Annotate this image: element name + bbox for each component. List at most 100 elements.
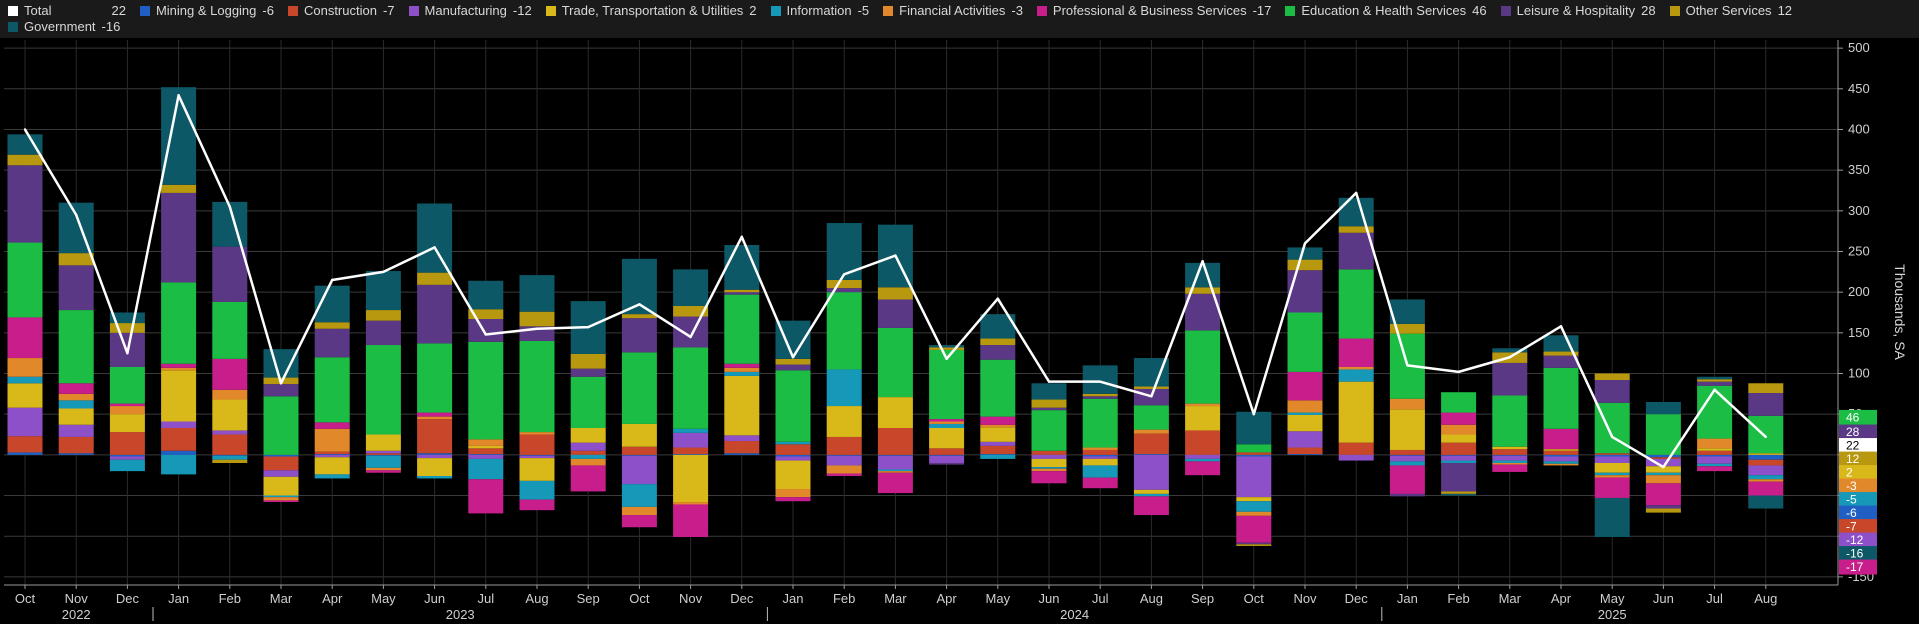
legend-value: 2 — [749, 3, 757, 18]
bar-segment-professional-and-business-services — [314, 422, 350, 429]
bar-segment-education-and-health-services — [1082, 398, 1118, 448]
bar-segment-education-and-health-services — [58, 310, 94, 384]
bar-segment-government — [1697, 376, 1733, 380]
bar-segment-trade-transportation-and-utilities — [365, 434, 401, 451]
bar-segment-education-and-health-services — [1441, 392, 1477, 413]
bar-segment-financial-activities — [1441, 424, 1477, 435]
y-tick-label: 150 — [1848, 325, 1870, 340]
last-value-box-bg — [1839, 546, 1877, 562]
bar-segment-mining-and-logging — [1441, 454, 1477, 456]
bar-segment-information — [1645, 472, 1681, 476]
bar-segment-financial-activities — [1697, 438, 1733, 449]
bar-segment-mining-and-logging — [519, 454, 555, 456]
x-tick-label: Sep — [1191, 591, 1214, 606]
bar-segment-information — [1031, 467, 1067, 469]
legend-item-financial-activities: Financial Activities -3 — [883, 3, 1023, 18]
x-tick-label: Mar — [270, 591, 293, 606]
bar-segment-financial-activities — [365, 467, 401, 471]
bar-segment-other-services — [570, 353, 606, 369]
bar-segment-information — [673, 428, 709, 433]
bar-segment-education-and-health-services — [519, 340, 555, 433]
bar-segment-construction — [1236, 452, 1272, 455]
last-value-box-label: -7 — [1846, 520, 1857, 534]
bar-segment-financial-activities — [1594, 475, 1630, 478]
bar-segment-construction — [7, 436, 43, 453]
last-value-box-bg — [1839, 438, 1877, 454]
legend-row-1: Total 22 Mining & Logging -6 Construction -7 M… — [8, 3, 1806, 18]
bar-segment-mining-and-logging — [1133, 454, 1169, 455]
bar-segment-mining-and-logging — [1389, 454, 1425, 456]
last-value-box-label: -5 — [1846, 493, 1857, 507]
total-point — [1406, 364, 1409, 367]
last-value-box-bg — [1839, 478, 1877, 494]
bar-segment-professional-and-business-services — [1697, 466, 1733, 472]
legend-label: Manufacturing — [424, 3, 507, 18]
last-value-box-total: 22 — [1839, 438, 1877, 454]
bar-segment-construction — [1594, 453, 1630, 455]
bar-segment-mining-and-logging — [1236, 454, 1272, 457]
total-point — [126, 351, 129, 355]
last-value-box-bg — [1839, 559, 1877, 575]
bar-segment-mining-and-logging — [1594, 454, 1630, 457]
bar-segment-other-services — [1645, 508, 1681, 513]
x-year-label: 2025 — [1598, 607, 1627, 622]
bar-segment-education-and-health-services — [161, 282, 197, 364]
bar-segment-information — [877, 469, 913, 472]
bar-segment-mining-and-logging — [1287, 454, 1323, 455]
bar-segment-construction — [570, 450, 606, 455]
bar-segment-other-services — [314, 322, 350, 329]
legend-label: Government — [24, 19, 96, 34]
last-value-box-trade-transportation-and-utilities: 2 — [1839, 465, 1877, 481]
bar-segment-education-and-health-services — [980, 359, 1016, 417]
bar-segment-financial-activities — [109, 406, 145, 415]
total-point — [1252, 412, 1256, 416]
total-point — [433, 246, 436, 249]
bar-segment-construction — [1748, 459, 1784, 466]
bar-segment-information — [1133, 493, 1169, 497]
bar-segment-information — [314, 474, 350, 479]
legend-swatch — [1500, 5, 1511, 16]
total-point — [689, 335, 692, 339]
legend-swatch — [1669, 5, 1680, 16]
bar-segment-government — [468, 280, 504, 310]
bar-segment-other-services — [58, 253, 94, 266]
bar-segment-mining-and-logging — [877, 454, 913, 456]
y-tick-label: 500 — [1848, 40, 1870, 55]
bar-segment-trade-transportation-and-utilities — [980, 427, 1016, 442]
bar-segment-professional-and-business-services — [1236, 515, 1272, 543]
bar-segment-manufacturing — [161, 421, 197, 429]
legend-value: 12 — [1777, 3, 1793, 18]
bar-segment-other-services — [7, 154, 43, 166]
bar-segment-leisure-and-hospitality — [161, 192, 197, 283]
bar-segment-manufacturing — [1287, 431, 1323, 448]
x-tick-label: Feb — [833, 591, 855, 606]
bar-segment-trade-transportation-and-utilities — [1594, 462, 1630, 473]
bar-segment-other-services — [980, 338, 1016, 346]
bar-segment-leisure-and-hospitality — [724, 292, 760, 295]
bar-segment-education-and-health-services — [1133, 405, 1169, 430]
bar-segment-trade-transportation-and-utilities — [109, 414, 145, 433]
bar-segment-professional-and-business-services — [775, 497, 811, 502]
bar-segment-financial-activities — [1389, 398, 1425, 410]
bar-segment-leisure-and-hospitality — [1645, 505, 1681, 509]
bar-segment-education-and-health-services — [929, 349, 965, 420]
legend-value: -7 — [382, 3, 395, 18]
bar-segment-information — [570, 454, 606, 459]
total-point — [228, 205, 231, 208]
legend-swatch — [408, 5, 419, 16]
total-point — [1457, 370, 1460, 374]
y-tick-label: 200 — [1848, 284, 1870, 299]
bar-segment-government — [1287, 247, 1323, 260]
bar-segment-other-services — [417, 272, 453, 285]
last-value-box-label: 12 — [1846, 452, 1860, 466]
bar-segment-trade-transportation-and-utilities — [826, 406, 862, 437]
bar-segment-trade-transportation-and-utilities — [1645, 466, 1681, 473]
bar-segment-education-and-health-services — [1031, 410, 1067, 451]
x-tick-label: Dec — [730, 591, 754, 606]
bar-segment-leisure-and-hospitality — [417, 284, 453, 344]
total-point — [1713, 388, 1716, 391]
bar-segment-professional-and-business-services — [109, 403, 145, 407]
x-tick-label: Apr — [322, 591, 343, 606]
last-value-box-education-and-health-services: 46 — [1839, 409, 1877, 425]
bar-segment-mining-and-logging — [826, 454, 862, 456]
